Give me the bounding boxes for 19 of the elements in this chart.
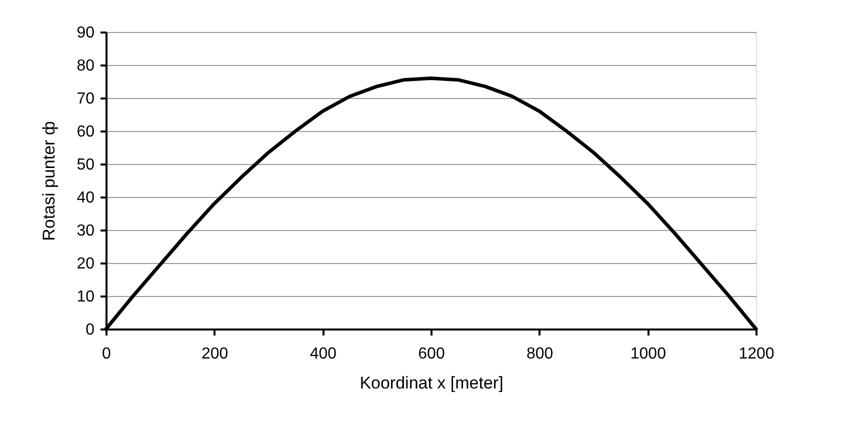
y-tick-label: 20 (76, 256, 95, 272)
x-axis-title: Koordinat x [meter] (360, 374, 504, 392)
y-tick-label: 40 (76, 190, 95, 206)
x-tick-label: 0 (102, 346, 112, 362)
y-tick-label: 30 (76, 222, 95, 240)
y-axis-title: Rotasi punter ф (40, 121, 59, 241)
x-tick-label: 600 (418, 346, 445, 362)
y-tick-label: 70 (76, 90, 95, 108)
y-tick-label: 0 (86, 322, 95, 338)
y-tick-label: 80 (76, 58, 95, 74)
x-tick-label: 200 (201, 346, 228, 362)
x-tick-label: 400 (310, 346, 337, 362)
x-tick-label: 1200 (738, 346, 774, 362)
y-tick-label: 90 (76, 24, 95, 42)
y-tick-label: 60 (76, 124, 95, 140)
x-tick-label: 800 (526, 346, 554, 362)
y-tick-label: 10 (76, 288, 95, 306)
y-tick-label: 50 (76, 156, 95, 174)
x-tick-label: 1000 (630, 346, 666, 362)
